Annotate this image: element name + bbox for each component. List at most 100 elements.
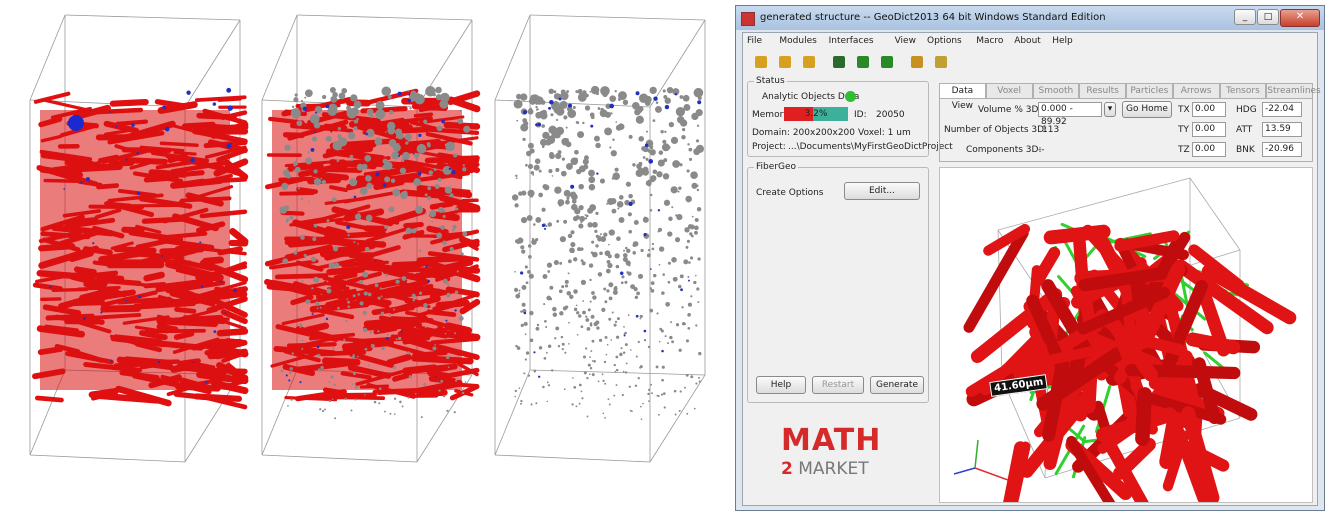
particle <box>571 199 577 204</box>
restart-button[interactable]: Restart <box>812 376 864 394</box>
particle <box>612 138 615 141</box>
particle <box>388 313 392 317</box>
particle <box>647 248 651 252</box>
particle <box>672 160 681 168</box>
particle <box>609 146 612 149</box>
particle <box>638 136 645 142</box>
red-fiber <box>1078 264 1188 292</box>
particle <box>679 95 684 99</box>
particle <box>594 229 598 233</box>
particle <box>364 154 372 162</box>
particle <box>570 242 576 248</box>
volume-field[interactable]: 0.000 - 89.92 <box>1038 102 1102 127</box>
particle <box>613 323 617 327</box>
particle <box>658 150 664 155</box>
toolbar-button[interactable] <box>833 56 845 68</box>
toolbar-button[interactable] <box>779 56 791 68</box>
tab[interactable]: Particles <box>1126 83 1173 99</box>
fiber <box>109 98 149 107</box>
minimize-button[interactable]: _ <box>1234 9 1256 25</box>
tz-field[interactable]: 0.00 <box>1192 142 1226 157</box>
fiber <box>33 91 71 104</box>
close-button[interactable]: ✕ <box>1280 9 1320 27</box>
particle <box>558 289 563 294</box>
menu-item[interactable]: View <box>894 36 916 46</box>
particle <box>608 317 612 321</box>
particle <box>527 270 531 274</box>
tab[interactable]: Data View <box>939 83 986 111</box>
tab[interactable]: Smooth <box>1032 83 1080 99</box>
tab[interactable]: Voxel <box>985 83 1033 99</box>
menu-item[interactable]: File <box>747 36 763 46</box>
tx-field[interactable]: 0.00 <box>1192 102 1226 117</box>
toolbar-button[interactable] <box>911 56 923 68</box>
particle <box>549 285 554 290</box>
tab[interactable]: Results <box>1079 83 1126 99</box>
tab[interactable]: Arrows <box>1172 83 1220 99</box>
particle <box>690 234 694 238</box>
att-field[interactable]: 13.59 <box>1262 122 1302 137</box>
menu-item[interactable]: Modules <box>779 36 817 46</box>
particle <box>649 193 653 197</box>
particle <box>549 152 555 158</box>
particle <box>322 94 327 100</box>
menu-item[interactable]: Options <box>927 36 962 46</box>
particle <box>636 291 640 296</box>
go-home-button[interactable]: Go Home <box>1122 101 1172 118</box>
particle <box>314 131 317 134</box>
menu-item[interactable]: Macro <box>976 36 1004 46</box>
particle <box>615 335 620 339</box>
particle <box>651 392 653 395</box>
bnk-field[interactable]: -20.96 <box>1262 142 1302 157</box>
particle <box>666 86 674 94</box>
help-button[interactable]: Help <box>756 376 806 394</box>
particle <box>698 351 702 356</box>
menu-item[interactable]: Help <box>1052 36 1073 46</box>
particle <box>690 375 694 379</box>
hdg-label: HDG <box>1236 105 1257 115</box>
toolbar-button[interactable] <box>881 56 893 68</box>
edit-button[interactable]: Edit... <box>844 182 920 200</box>
particle <box>365 132 368 136</box>
particle <box>353 195 357 199</box>
red-fiber <box>1134 334 1186 356</box>
box-edge <box>494 369 531 456</box>
fiber <box>372 387 433 396</box>
particle <box>285 374 288 377</box>
components-label: Components 3D: <box>966 145 1042 155</box>
particle <box>392 188 401 197</box>
toolbar-button[interactable] <box>857 56 869 68</box>
menu-item[interactable]: About <box>1014 36 1041 46</box>
toolbar-button[interactable] <box>803 56 815 68</box>
particle <box>693 280 697 285</box>
particle <box>578 183 584 190</box>
particle <box>584 217 588 220</box>
particle <box>614 370 617 373</box>
particle <box>552 306 557 312</box>
tab[interactable]: Streamlines <box>1266 83 1321 99</box>
particle <box>200 285 204 288</box>
particle <box>582 310 586 315</box>
volume-dropdown[interactable]: ▾ <box>1104 102 1116 117</box>
particle <box>698 376 700 379</box>
particle <box>627 212 632 217</box>
viewer[interactable]: 41.60µm <box>939 167 1313 503</box>
hdg-field[interactable]: -22.04 <box>1262 102 1302 117</box>
particle <box>674 93 678 96</box>
particles <box>285 91 457 384</box>
particle <box>382 183 387 187</box>
particle <box>695 382 698 385</box>
particle <box>548 125 557 135</box>
particle <box>574 208 581 215</box>
generate-button[interactable]: Generate <box>870 376 924 394</box>
ty-field[interactable]: 0.00 <box>1192 122 1226 137</box>
particle <box>645 157 649 161</box>
toolbar-button[interactable] <box>755 56 767 68</box>
particle <box>293 97 299 103</box>
maximize-button[interactable]: □ <box>1257 9 1279 25</box>
particle <box>543 227 547 230</box>
toolbar-button[interactable] <box>935 56 947 68</box>
particle <box>608 229 615 236</box>
menu-item[interactable]: Interfaces <box>828 36 874 46</box>
tab[interactable]: Tensors <box>1219 83 1267 99</box>
